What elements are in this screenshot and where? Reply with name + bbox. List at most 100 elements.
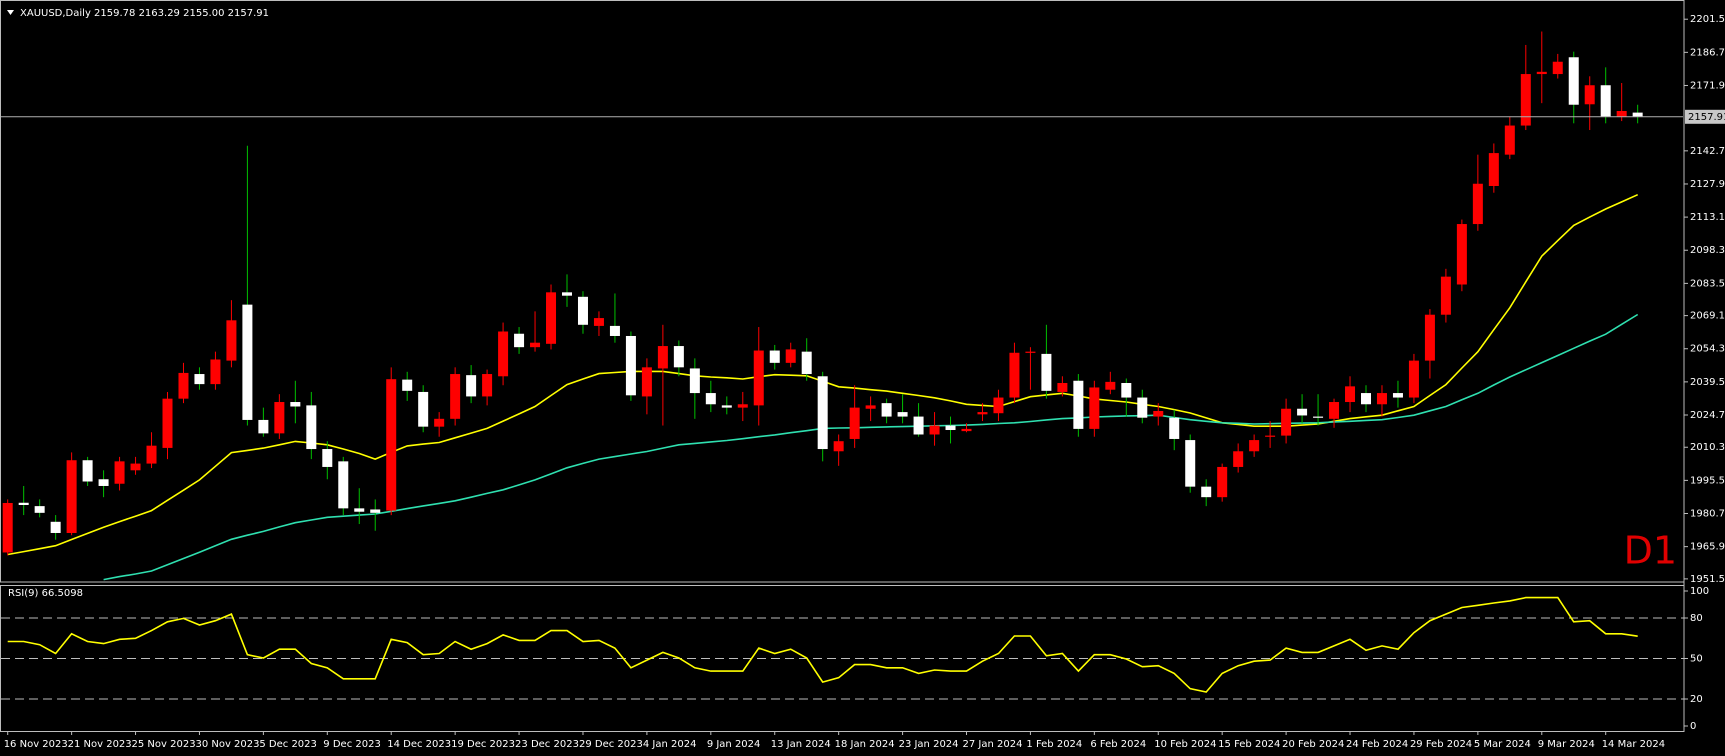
y-tick-label: 1980.70 [1690, 509, 1725, 520]
y-tick-label: 0 [1690, 721, 1696, 732]
x-tick-label: 6 Feb 2024 [1090, 739, 1146, 750]
x-tick-label: 9 Mar 2024 [1538, 739, 1595, 750]
candle-body [338, 461, 349, 509]
candle-body [1265, 435, 1276, 437]
candle-body [945, 425, 956, 431]
y-tick-label: 2069.10 [1690, 311, 1725, 322]
candle-body [881, 403, 892, 417]
main-plot [1, 31, 1683, 581]
candle-body [130, 463, 141, 471]
y-tick-label: 1965.90 [1690, 542, 1725, 553]
candle-body [1392, 393, 1403, 398]
candle-body [593, 318, 604, 326]
y-tick-label: 2113.10 [1690, 212, 1725, 223]
candle-body [961, 428, 972, 432]
candle-body [849, 407, 860, 439]
candle-body [418, 391, 429, 427]
candle-body [1345, 386, 1356, 403]
candle-body [546, 292, 557, 344]
candle-body [1137, 397, 1148, 418]
x-tick-label: 14 Dec 2023 [387, 739, 451, 750]
y-tick-label: 2201.5 [1690, 14, 1725, 25]
candle-body [897, 412, 908, 417]
candle-body [689, 368, 700, 394]
rsi-plot [1, 596, 1684, 700]
candle-body [673, 346, 684, 368]
x-tick-label: 13 Jan 2024 [771, 739, 831, 750]
candle-body [929, 425, 940, 435]
candle-body [322, 449, 333, 467]
candle-body [1121, 382, 1132, 398]
chart-header: XAUUSD,Daily 2159.78 2163.29 2155.00 215… [20, 8, 269, 19]
x-tick-label: 24 Feb 2024 [1346, 739, 1408, 750]
y-tick-label: 1995.50 [1690, 475, 1725, 486]
x-tick-label: 30 Nov 2023 [195, 739, 259, 750]
candle-body [1201, 486, 1212, 498]
x-tick-label: 25 Nov 2023 [132, 739, 196, 750]
candle-body [370, 509, 381, 513]
rsi-value: 66.5098 [42, 588, 83, 599]
x-tick-label: 18 Jan 2024 [835, 739, 895, 750]
y-tick-label: 2010.30 [1690, 442, 1725, 453]
x-tick-label: 16 Nov 2023 [4, 739, 68, 750]
y-tick-label: 50 [1690, 654, 1703, 665]
candle-body [737, 404, 748, 408]
candle-body [1600, 85, 1611, 117]
candle-body [1632, 112, 1643, 117]
candle-body [258, 419, 269, 434]
x-tick-label: 27 Jan 2024 [963, 739, 1023, 750]
candle-body [1233, 451, 1244, 467]
x-tick-label: 9 Jan 2024 [707, 739, 761, 750]
menu-triangle[interactable] [7, 10, 14, 15]
candle-body [721, 405, 732, 408]
candle-body [1584, 85, 1595, 105]
x-tick-label: 9 Dec 2023 [323, 739, 381, 750]
candle-body [498, 331, 509, 377]
candle-body [514, 333, 525, 348]
candle-body [1041, 353, 1052, 391]
candle-body [482, 374, 493, 397]
x-tick-label: 5 Dec 2023 [259, 739, 317, 750]
candle-body [242, 304, 253, 420]
candle-body [530, 342, 541, 348]
candle-body [1456, 224, 1467, 285]
x-tick-label: 29 Feb 2024 [1410, 739, 1472, 750]
rsi-line [7, 596, 1638, 693]
candle-body [114, 461, 125, 484]
candle-body [817, 376, 828, 450]
candle-body [705, 393, 716, 405]
candle-body [274, 402, 285, 434]
x-tick-label: 5 Mar 2024 [1474, 739, 1531, 750]
candle-body [977, 412, 988, 415]
candle-body [386, 379, 397, 511]
candle-body [1089, 387, 1100, 429]
y-tick-label: 2142.70 [1690, 146, 1725, 157]
x-tick-label: 23 Jan 2024 [899, 739, 959, 750]
y-tick-label: 2171.90 [1690, 80, 1725, 91]
candle-body [162, 398, 173, 448]
x-tick-label: 23 Dec 2023 [515, 739, 579, 750]
candle-body [913, 416, 924, 435]
y-tick-label: 2186.70 [1690, 47, 1725, 58]
candle-body [18, 502, 29, 506]
candle-body [833, 441, 844, 452]
y-tick-label: 80 [1690, 613, 1703, 624]
candle-body [1568, 57, 1579, 105]
rsi-header: RSI(9) 66.5098 [8, 588, 83, 599]
candle-body [1552, 61, 1563, 75]
y-tick-label: 2098.30 [1690, 245, 1725, 256]
candle-body [306, 405, 317, 450]
candle-body [1185, 440, 1196, 487]
x-tick-label: 15 Feb 2024 [1218, 739, 1280, 750]
x-tick-label: 1 Feb 2024 [1026, 739, 1082, 750]
price-tag: 2157.91 [1688, 112, 1725, 123]
candle-body [98, 479, 109, 486]
candle-body [146, 445, 157, 464]
candle-body [1313, 416, 1324, 418]
candle-body [1329, 402, 1340, 419]
candle-body [1472, 183, 1483, 225]
candle-body [625, 335, 636, 396]
candle-body [194, 374, 205, 385]
y-tick-label: 20 [1690, 694, 1703, 705]
